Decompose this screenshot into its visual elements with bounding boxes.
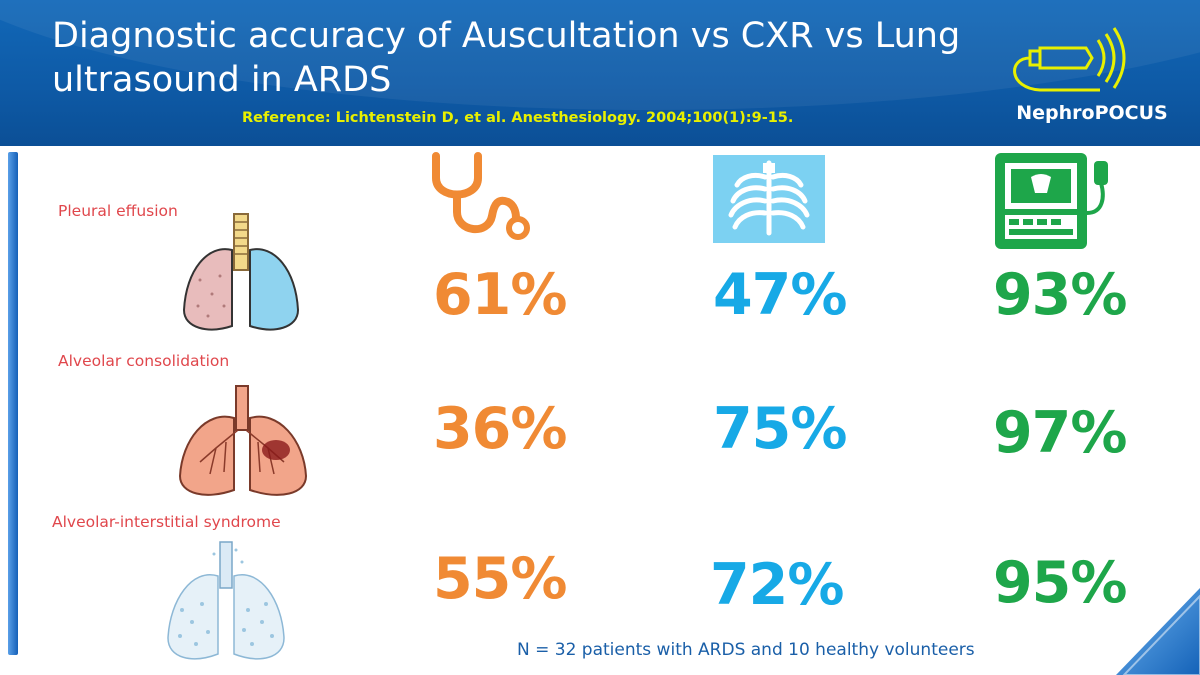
study-footnote: N = 32 patients with ARDS and 10 healthy… [517, 640, 975, 660]
pleural-effusion-auscultation-value: 61% [433, 262, 567, 328]
chest-xray-icon [713, 155, 825, 243]
corner-triangle-decoration [1116, 588, 1200, 675]
row-label-pleural-effusion: Pleural effusion [58, 202, 178, 220]
consolidation-ultrasound-value: 97% [993, 400, 1127, 466]
interstitial-cxr-value: 72% [710, 552, 844, 618]
pleural-effusion-cxr-value: 47% [713, 262, 847, 328]
stethoscope-icon [432, 152, 530, 240]
consolidation-lungs-icon [178, 385, 308, 496]
row-label-alveolar-interstitial-syndrome: Alveolar-interstitial syndrome [52, 513, 281, 531]
consolidation-cxr-value: 75% [713, 396, 847, 462]
pleural-effusion-lungs-icon [182, 213, 300, 331]
left-accent-bar [8, 152, 18, 655]
pleural-effusion-ultrasound-value: 93% [993, 262, 1127, 328]
interstitial-auscultation-value: 55% [433, 546, 567, 612]
nephropocus-logo-icon [1013, 27, 1126, 92]
interstitial-syndrome-lungs-icon [167, 541, 285, 660]
reference-citation: Reference: Lichtenstein D, et al. Anesth… [242, 110, 794, 126]
header-banner: Diagnostic accuracy of Auscultation vs C… [0, 0, 1200, 146]
ultrasound-machine-icon [995, 153, 1108, 249]
page-title: Diagnostic accuracy of Auscultation vs C… [52, 16, 961, 100]
consolidation-auscultation-value: 36% [433, 396, 567, 462]
interstitial-ultrasound-value: 95% [993, 550, 1127, 616]
row-label-alveolar-consolidation: Alveolar consolidation [58, 352, 230, 370]
logo-text: NephroPOCUS [1016, 102, 1168, 124]
